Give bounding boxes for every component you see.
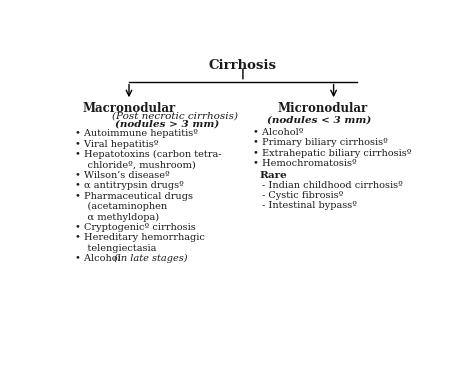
Text: • Wilson’s diseaseº: • Wilson’s diseaseº (75, 171, 170, 180)
Text: (in late stages): (in late stages) (114, 254, 188, 263)
Text: (nodules > 3 mm): (nodules > 3 mm) (115, 119, 219, 128)
Text: chlorideº, mushroom): chlorideº, mushroom) (75, 161, 195, 169)
Text: (nodules < 3 mm): (nodules < 3 mm) (267, 116, 371, 125)
Text: - Cystic fibrosisº: - Cystic fibrosisº (262, 191, 344, 200)
Text: • Alcoholº: • Alcoholº (253, 128, 303, 137)
Text: • Hemochromatosisº: • Hemochromatosisº (253, 159, 357, 168)
Text: Cirrhosis: Cirrhosis (209, 59, 277, 72)
Text: Micronodular: Micronodular (278, 102, 368, 115)
Text: • Viral hepatitisº: • Viral hepatitisº (75, 140, 158, 149)
Text: (Post necrotic cirrhosis): (Post necrotic cirrhosis) (112, 112, 238, 121)
Text: • Primary biliary cirrhosisº: • Primary biliary cirrhosisº (253, 138, 388, 147)
Text: • Extrahepatic biliary cirrhosisº: • Extrahepatic biliary cirrhosisº (253, 149, 411, 158)
Text: α methyldopa): α methyldopa) (75, 213, 159, 222)
Text: • Hepatotoxins (carbon tetra-: • Hepatotoxins (carbon tetra- (75, 150, 221, 159)
Text: • α antitrypsin drugsº: • α antitrypsin drugsº (75, 182, 183, 190)
Text: • Hereditary hemorrhagic: • Hereditary hemorrhagic (75, 233, 205, 242)
Text: - Indian childhood cirrhosisº: - Indian childhood cirrhosisº (262, 181, 403, 190)
Text: • Alcohol: • Alcohol (75, 254, 124, 263)
Text: - Intestinal bypassº: - Intestinal bypassº (262, 201, 357, 210)
Text: • Cryptogenicº cirrhosis: • Cryptogenicº cirrhosis (75, 223, 195, 232)
Text: • Pharmaceutical drugs: • Pharmaceutical drugs (75, 192, 193, 201)
Text: (acetaminophen: (acetaminophen (75, 202, 167, 211)
Text: Macronodular: Macronodular (82, 102, 176, 115)
Text: Rare: Rare (259, 171, 287, 180)
Text: telengiectasia: telengiectasia (75, 244, 156, 253)
Text: • Autoimmune hepatitisº: • Autoimmune hepatitisº (75, 129, 198, 138)
